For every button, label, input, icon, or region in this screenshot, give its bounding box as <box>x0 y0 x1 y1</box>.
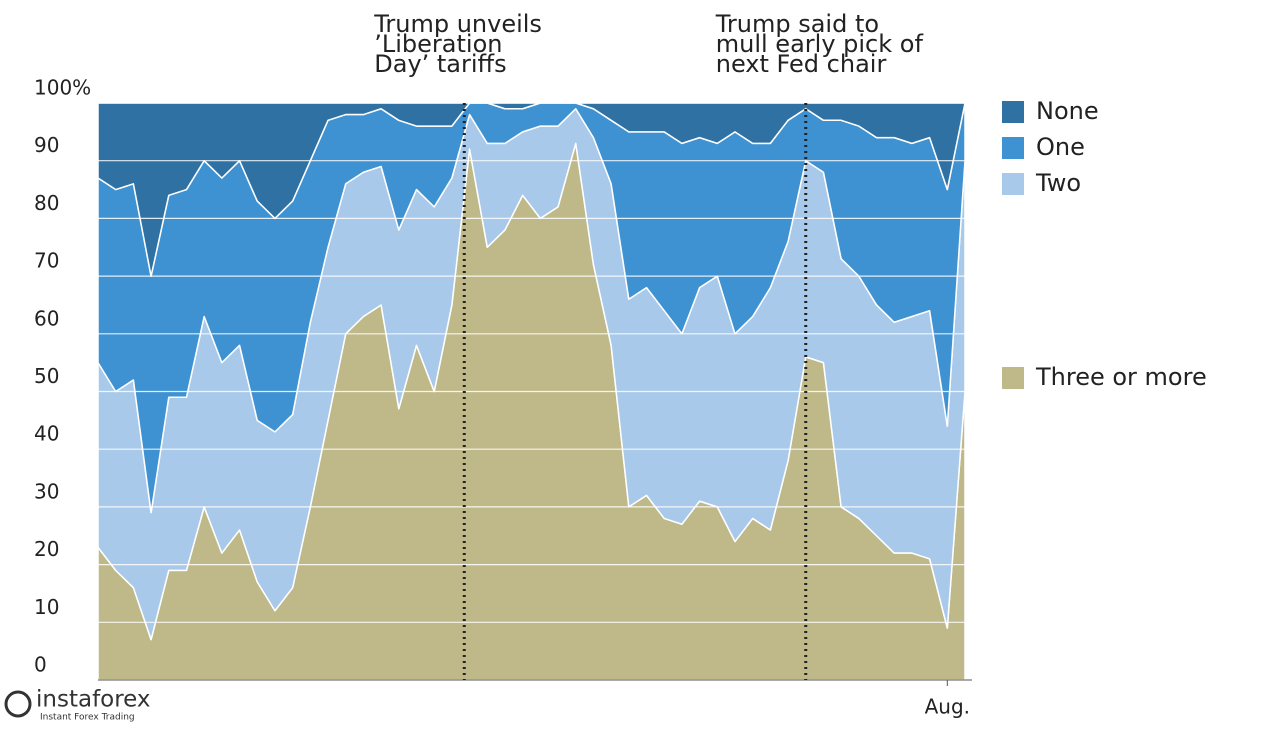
y-tick-label: 30 <box>34 479 59 503</box>
annotation: Trump unveils <box>373 10 542 38</box>
legend-label: Two <box>1035 169 1081 197</box>
y-tick-label: 0 <box>34 653 47 677</box>
watermark-subtitle: Instant Forex Trading <box>40 713 135 723</box>
y-tick-label: 40 <box>34 422 59 446</box>
legend-swatch <box>1002 367 1024 389</box>
annotation: Trump said to <box>715 10 879 38</box>
watermark-box <box>0 686 155 725</box>
legend-swatch <box>1002 173 1024 195</box>
y-tick-label: 90 <box>34 133 59 157</box>
y-tick-label: 20 <box>34 537 59 561</box>
annotation: mull early pick of <box>716 30 924 58</box>
annotation: Day’ tariffs <box>374 50 506 78</box>
legend-label: None <box>1036 97 1099 125</box>
legend-swatch <box>1002 137 1024 159</box>
y-tick-label: 10 <box>34 595 59 619</box>
y-tick-label: 80 <box>34 191 59 215</box>
annotation: next Fed chair <box>716 50 887 78</box>
y-tick-label: 50 <box>34 364 59 388</box>
y-tick-label: 100% <box>34 76 91 100</box>
legend-swatch <box>1002 101 1024 123</box>
watermark-logo <box>4 690 32 718</box>
annotation: ’Liberation <box>374 30 502 58</box>
y-tick-label: 70 <box>34 249 59 273</box>
watermark: instaforex <box>36 687 151 713</box>
y-tick-label: 60 <box>34 306 59 330</box>
legend-label: One <box>1036 133 1085 161</box>
legend-label: Three or more <box>1035 363 1207 391</box>
x-tick-label: Aug. <box>925 695 970 719</box>
